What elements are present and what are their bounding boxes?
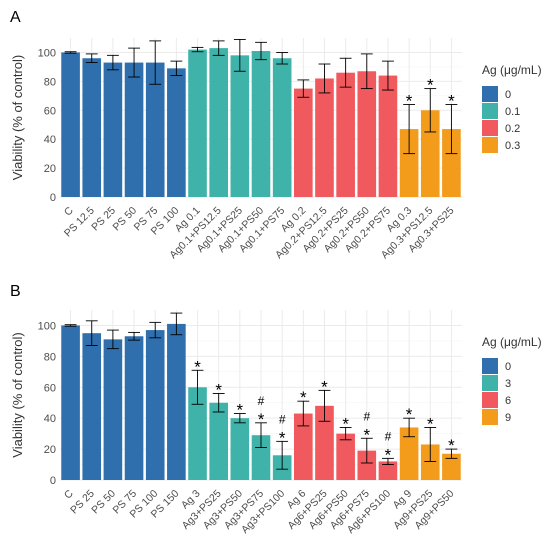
bar bbox=[82, 58, 102, 198]
bar bbox=[294, 413, 313, 480]
legend-label: 0.2 bbox=[505, 123, 520, 135]
bar bbox=[251, 51, 271, 197]
y-tick-label: 0 bbox=[50, 475, 56, 487]
bar bbox=[61, 52, 80, 197]
significance-mark: * bbox=[385, 445, 392, 464]
bar bbox=[442, 129, 461, 197]
significance-mark: * bbox=[448, 91, 455, 110]
bar bbox=[145, 62, 165, 198]
legend: Ag (μg/mL) 0 0.1 0.2 0.3 bbox=[482, 63, 542, 153]
bar bbox=[336, 72, 355, 197]
legend-swatch bbox=[482, 392, 498, 408]
bar bbox=[124, 62, 144, 198]
bar bbox=[336, 433, 355, 480]
y-tick-label: 20 bbox=[44, 163, 56, 175]
bar bbox=[209, 48, 228, 198]
bar bbox=[378, 75, 398, 197]
y-tick-label: 40 bbox=[44, 134, 56, 146]
panel-label: A bbox=[10, 9, 21, 26]
bar bbox=[209, 402, 228, 480]
y-axis-label: Viability (% of control) bbox=[10, 55, 25, 180]
significance-mark: * bbox=[363, 425, 370, 444]
significance-mark: * bbox=[321, 377, 328, 396]
y-tick-label: 80 bbox=[44, 76, 56, 88]
significance-mark: # bbox=[363, 409, 370, 423]
significance-mark: * bbox=[427, 76, 434, 95]
panel-label: B bbox=[10, 283, 21, 300]
bar bbox=[188, 49, 207, 198]
bar bbox=[272, 58, 292, 198]
significance-mark: * bbox=[237, 401, 244, 420]
bar bbox=[399, 427, 419, 480]
bar bbox=[103, 62, 123, 198]
legend: Ag (μg/mL) 0 3 6 9 bbox=[482, 335, 542, 425]
significance-mark: * bbox=[448, 436, 455, 455]
legend-swatch bbox=[482, 137, 498, 153]
significance-mark: * bbox=[300, 388, 307, 407]
significance-mark: # bbox=[258, 394, 265, 408]
y-tick-label: 0 bbox=[50, 192, 56, 204]
bar bbox=[230, 55, 250, 197]
bar bbox=[251, 435, 271, 480]
legend-swatch bbox=[482, 86, 498, 102]
significance-mark: * bbox=[215, 380, 222, 399]
bar bbox=[294, 88, 313, 197]
legend-title: Ag (μg/mL) bbox=[482, 63, 542, 77]
legend-label: 0.3 bbox=[505, 140, 520, 152]
bar bbox=[357, 71, 377, 197]
bar bbox=[124, 336, 144, 480]
legend-label: 3 bbox=[505, 378, 511, 390]
bar bbox=[167, 68, 186, 197]
y-axis-label: Viability (% of control) bbox=[10, 332, 25, 457]
bar bbox=[315, 78, 334, 197]
significance-mark: # bbox=[385, 429, 392, 443]
significance-mark: * bbox=[406, 91, 413, 110]
legend-title: Ag (μg/mL) bbox=[482, 335, 542, 349]
x-tick-label: C bbox=[62, 204, 76, 218]
bar bbox=[103, 339, 123, 480]
legend-label: 9 bbox=[505, 412, 511, 424]
legend-label: 6 bbox=[505, 395, 511, 407]
bar bbox=[82, 333, 102, 480]
y-tick-label: 100 bbox=[38, 47, 56, 59]
significance-mark: * bbox=[406, 405, 413, 424]
bar bbox=[378, 461, 398, 480]
y-tick-label: 20 bbox=[44, 444, 56, 456]
bar bbox=[357, 450, 377, 480]
y-tick-label: 80 bbox=[44, 351, 56, 363]
legend-swatch bbox=[482, 103, 498, 119]
y-tick-label: 40 bbox=[44, 413, 56, 425]
significance-mark: * bbox=[279, 428, 286, 447]
significance-mark: # bbox=[279, 412, 286, 426]
bar bbox=[230, 418, 250, 480]
bar bbox=[315, 405, 334, 480]
legend-label: 0.1 bbox=[505, 106, 520, 118]
y-tick-label: 60 bbox=[44, 105, 56, 117]
legend-swatch bbox=[482, 375, 498, 391]
x-tick-label: C bbox=[62, 487, 76, 501]
y-tick-label: 100 bbox=[38, 320, 56, 332]
significance-mark: * bbox=[427, 414, 434, 433]
significance-mark: * bbox=[194, 357, 201, 376]
significance-mark: * bbox=[342, 414, 349, 433]
bar bbox=[145, 330, 165, 480]
legend-label: 0 bbox=[505, 361, 511, 373]
significance-mark: * bbox=[258, 410, 265, 429]
bar bbox=[188, 387, 207, 480]
bar bbox=[399, 129, 419, 197]
y-tick-label: 60 bbox=[44, 382, 56, 394]
legend-label: 0 bbox=[505, 89, 511, 101]
legend-swatch bbox=[482, 120, 498, 136]
bar bbox=[167, 323, 186, 480]
bar bbox=[442, 453, 461, 480]
bar bbox=[420, 444, 440, 480]
legend-swatch bbox=[482, 358, 498, 374]
bar bbox=[61, 325, 80, 480]
legend-swatch bbox=[482, 409, 498, 425]
